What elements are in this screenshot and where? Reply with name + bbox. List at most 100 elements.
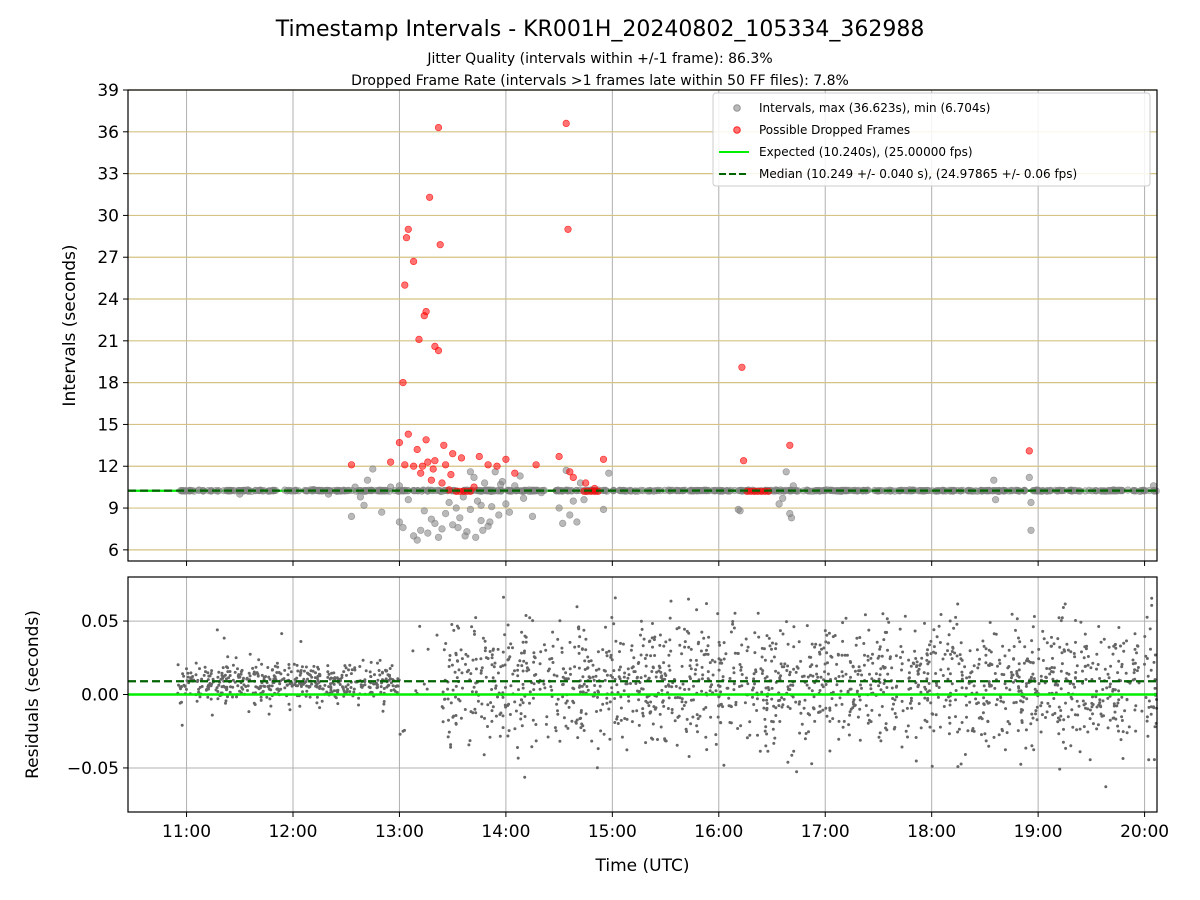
residual-point (207, 674, 211, 678)
residual-point (877, 684, 881, 688)
dropped-frame-point (413, 445, 421, 454)
residual-point (792, 749, 796, 753)
residual-point (695, 713, 699, 717)
residual-point (551, 630, 555, 634)
residual-point (1060, 651, 1064, 655)
residual-point (523, 649, 526, 653)
residual-point (1030, 639, 1034, 643)
residual-point (802, 706, 806, 710)
residual-point (217, 670, 221, 674)
residual-point (1037, 647, 1041, 651)
residual-point (1074, 671, 1078, 674)
residual-point (717, 640, 721, 644)
residual-point (1017, 662, 1021, 666)
residual-point (732, 666, 736, 670)
residual-point (382, 702, 386, 706)
residual-point (375, 686, 379, 690)
interval-point (477, 516, 485, 525)
residual-point (299, 640, 303, 643)
residual-point (732, 671, 736, 675)
residual-point (847, 723, 851, 727)
residual-point (506, 623, 510, 627)
residual-point (1117, 698, 1121, 702)
residual-point (799, 711, 803, 715)
residual-point (340, 673, 344, 677)
interval-point (404, 496, 412, 504)
residual-point (948, 619, 952, 623)
residual-point (224, 699, 228, 703)
residual-point (1111, 652, 1115, 656)
residual-point (704, 735, 708, 739)
residual-point (1114, 646, 1118, 650)
residual-point (949, 652, 952, 656)
interval-point (466, 505, 475, 514)
residual-point (353, 668, 357, 672)
residual-point (332, 671, 336, 675)
residual-point (770, 719, 774, 723)
residual-point (1037, 682, 1041, 686)
residual-point (516, 674, 520, 678)
residual-point (561, 667, 565, 671)
residual-point (947, 633, 951, 637)
residual-point (662, 644, 666, 648)
residual-point (1135, 669, 1139, 673)
residual-point (718, 643, 722, 647)
residual-point (884, 631, 888, 634)
residual-point (523, 775, 527, 779)
residual-point (455, 676, 459, 680)
residual-point (1132, 671, 1136, 675)
residual-point (1136, 644, 1140, 648)
residual-point (441, 690, 445, 694)
residual-point (308, 695, 312, 699)
residual-point (214, 688, 218, 692)
dropped-frame-point (431, 457, 439, 465)
residual-point (758, 749, 762, 753)
interval-point (472, 533, 480, 541)
residual-point (531, 696, 535, 700)
residual-point (907, 658, 911, 662)
residual-point (454, 695, 457, 699)
residual-point (346, 683, 350, 687)
residual-point (580, 684, 584, 688)
residual-point (1017, 636, 1020, 640)
residual-point (568, 667, 572, 671)
residual-point (573, 645, 577, 649)
residual-point (705, 648, 708, 652)
dropped-frame-point (569, 473, 577, 482)
residual-point (627, 673, 631, 677)
residual-point (493, 661, 497, 665)
residual-point (757, 635, 761, 639)
residual-point (786, 642, 790, 646)
interval-point (479, 526, 487, 534)
residual-point (605, 654, 609, 658)
residual-point (612, 669, 616, 673)
residual-point (254, 665, 258, 669)
interval-point (456, 514, 464, 522)
interval-point (417, 526, 425, 534)
residual-point (647, 704, 651, 708)
residual-point (1060, 662, 1064, 666)
residual-point (1045, 667, 1049, 670)
residual-point (987, 682, 991, 686)
residual-point (616, 722, 620, 725)
dropped-frame-point (387, 458, 395, 466)
residual-point (916, 672, 920, 676)
residual-point (520, 664, 524, 668)
residual-point (578, 717, 582, 721)
residual-point (619, 706, 623, 710)
residual-point (1008, 688, 1012, 692)
residual-point (658, 643, 662, 647)
residual-point (364, 669, 368, 673)
residual-point (380, 670, 384, 674)
residual-point (1001, 729, 1004, 733)
residual-point (327, 672, 331, 676)
residual-point (1046, 701, 1050, 705)
residual-point (518, 703, 522, 707)
residual-point (378, 658, 382, 662)
residual-point (652, 705, 656, 709)
residual-point (837, 675, 841, 678)
residual-point (799, 659, 803, 663)
residual-point (1066, 715, 1070, 719)
residual-point (732, 682, 736, 686)
residual-point (710, 683, 714, 687)
